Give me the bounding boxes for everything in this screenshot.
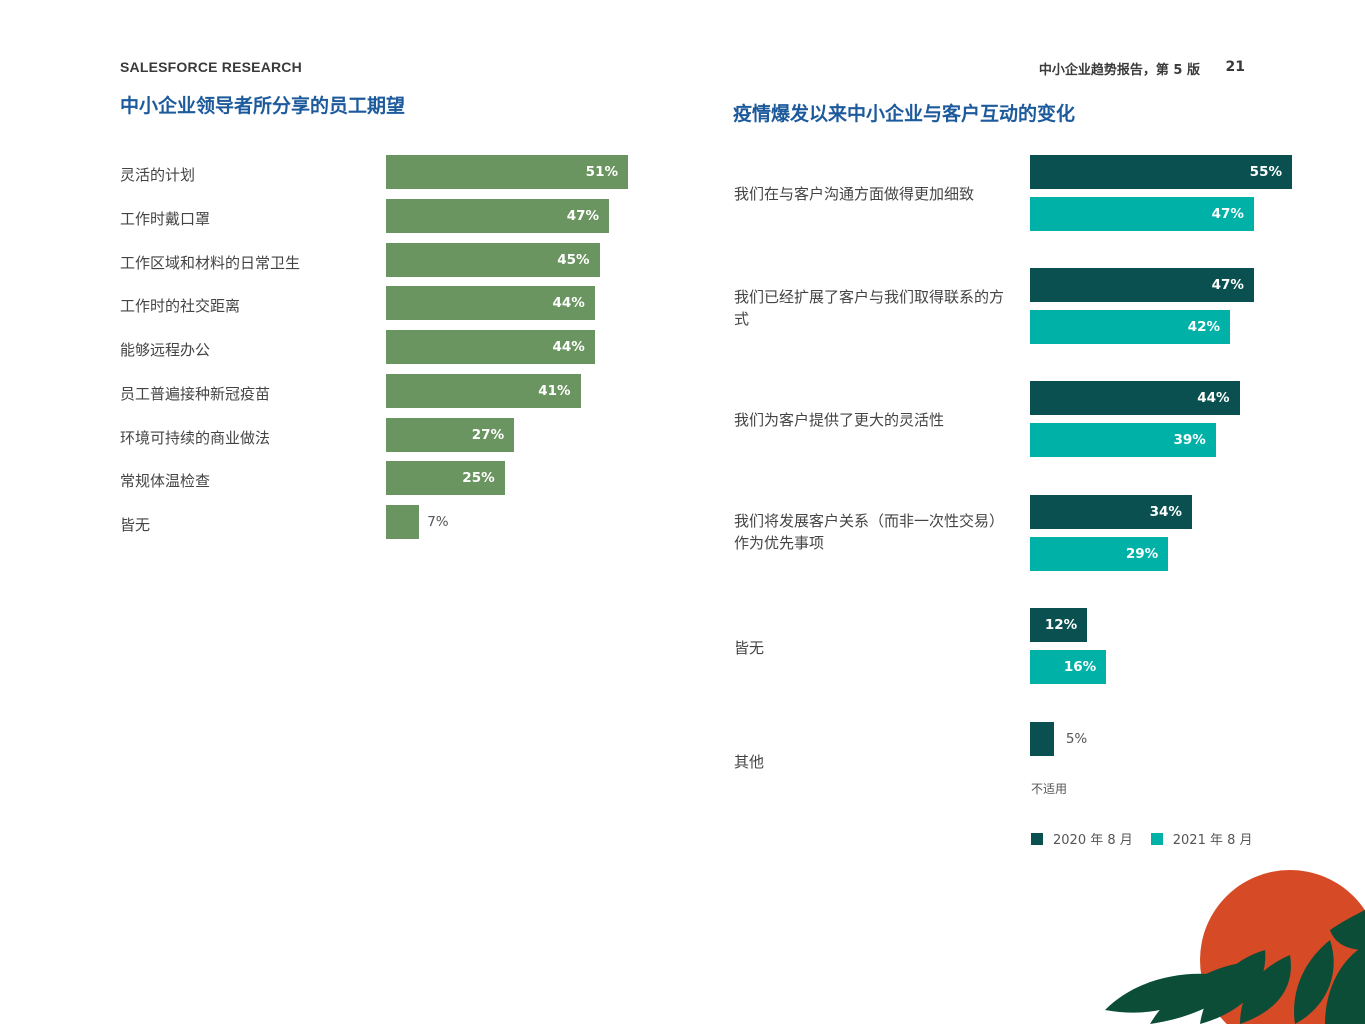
data-label: 16% (1063, 659, 1097, 675)
bar (1030, 197, 1254, 231)
category-label: 我们在与客户沟通方面做得更加细致 (734, 185, 975, 203)
bar (1030, 608, 1088, 642)
not-applicable-label: 不适用 (1031, 782, 1068, 796)
bar (1030, 423, 1216, 457)
legend-item-2021: 2021 年 8 月 (1150, 829, 1253, 848)
category-label: 工作时戴口罩 (120, 209, 211, 228)
data-label: 7% (427, 514, 449, 530)
bar (1030, 268, 1254, 302)
left-chart-title: 中小企业领导者所分享的员工期望 (120, 95, 406, 117)
category-label: 我们为客户提供了更大的灵活性 (734, 411, 945, 429)
data-label: 29% (1125, 546, 1159, 562)
legend-label-2020: 2020 年 8 月 (1053, 833, 1133, 848)
legend-swatch-2021 (1150, 832, 1163, 845)
bar (386, 461, 505, 496)
bar (386, 242, 600, 277)
data-label: 41% (538, 382, 571, 399)
bar (1030, 650, 1107, 684)
bar (386, 505, 420, 539)
category-label: 灵活的计划 (120, 166, 196, 184)
data-label: 12% (1044, 617, 1078, 633)
leaves-shape (1105, 910, 1365, 1024)
data-label: 27% (471, 426, 505, 443)
category-label: 其他 (734, 753, 765, 771)
legend-label-2021: 2021 年 8 月 (1172, 833, 1253, 848)
category-label: 我们将发展客户关系（而非一次性交易）作为优先事项 (734, 512, 1005, 552)
brand-name: SALESFORCE RESEARCH (120, 59, 302, 75)
page-number: 21 (1225, 59, 1245, 75)
legend: 2020 年 8 月 2021 年 8 月 (1031, 829, 1271, 848)
data-label: 47% (1211, 277, 1244, 293)
category-label: 员工普遍接种新冠疫苗 (120, 384, 271, 403)
bar (1030, 381, 1240, 415)
data-label: 45% (557, 251, 590, 268)
data-label: 47% (566, 207, 600, 224)
category-label: 皆无 (734, 639, 765, 657)
data-label: 39% (1173, 432, 1206, 448)
bar (386, 286, 595, 321)
bar (386, 198, 610, 233)
legend-item-2020: 2020 年 8 月 (1031, 829, 1133, 848)
bar (1030, 495, 1192, 529)
bar (1030, 537, 1169, 571)
bar (1030, 155, 1292, 189)
bar (386, 417, 515, 452)
right-chart-title: 疫情爆发以来中小企业与客户互动的变化 (733, 103, 1076, 125)
decorative-sun-and-leaves-graphic (1105, 870, 1365, 1024)
data-label: 25% (462, 470, 495, 487)
data-label: 44% (552, 295, 585, 312)
category-label: 工作时的社交距离 (120, 297, 241, 316)
category-label: 皆无 (120, 516, 151, 534)
report-title: 中小企业趋势报告，第 5 版 (1038, 63, 1200, 78)
bar (386, 373, 581, 408)
bar (1030, 310, 1231, 344)
category-label: 工作区域和材料的日常卫生 (120, 253, 301, 272)
data-label: 34% (1149, 504, 1182, 520)
data-label: 5% (1065, 731, 1088, 747)
legend-swatch-2020 (1031, 832, 1043, 845)
bar (1030, 722, 1054, 756)
category-label: 环境可持续的商业做法 (120, 428, 271, 447)
bar (386, 155, 628, 189)
data-label: 51% (585, 164, 618, 180)
data-label: 42% (1187, 319, 1221, 335)
category-label: 我们已经扩展了客户与我们取得联系的方式 (734, 288, 1005, 328)
data-label: 44% (552, 339, 585, 355)
category-label: 能够远程办公 (120, 341, 211, 359)
data-label: 47% (1211, 206, 1244, 222)
bar (386, 330, 595, 364)
category-label: 常规体温检查 (120, 472, 211, 491)
data-label: 55% (1249, 164, 1282, 180)
data-label: 44% (1197, 390, 1230, 406)
